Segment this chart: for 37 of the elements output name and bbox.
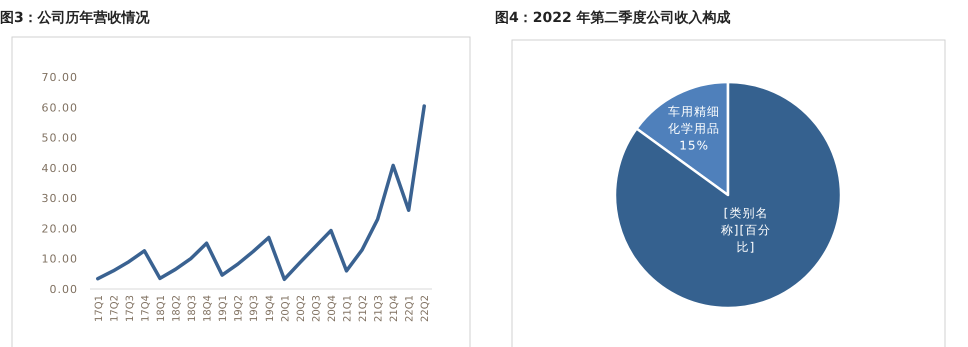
x-tick-label: 22Q2 — [420, 295, 432, 322]
y-tick-label: 70.00 — [42, 71, 78, 84]
x-tick-label: 19Q4 — [264, 295, 276, 322]
x-tick-label: 20Q1 — [280, 295, 292, 322]
y-tick-label: 0.00 — [50, 283, 78, 296]
x-tick-label: 21Q4 — [389, 295, 400, 322]
line-series — [96, 104, 426, 282]
chart-title: 图4：2022 年第二季度公司收入构成 — [495, 9, 731, 26]
x-tick-label: 19Q2 — [234, 295, 245, 322]
y-tick-label: 10.00 — [42, 252, 78, 266]
x-tick-label: 19Q1 — [218, 295, 230, 322]
x-tick-label: 17Q1 — [94, 295, 105, 322]
x-tick-label: 21Q1 — [342, 295, 354, 322]
x-tick-label: 17Q4 — [140, 295, 152, 322]
x-tick-label: 21Q3 — [374, 295, 385, 322]
x-tick-label: 20Q3 — [311, 295, 322, 322]
x-tick-label: 18Q4 — [202, 295, 214, 322]
x-tick-label: 20Q2 — [296, 295, 307, 322]
y-tick-label: 50.00 — [42, 132, 78, 145]
x-tick-label: 17Q2 — [109, 295, 120, 322]
pie-slice — [614, 80, 842, 310]
x-tick-label: 20Q4 — [326, 295, 338, 322]
x-tick-label: 22Q1 — [404, 295, 416, 322]
x-tick-label: 18Q2 — [172, 295, 182, 322]
slice-label: [类别名称][百分比] — [720, 206, 772, 254]
x-tick-label: 18Q1 — [156, 295, 167, 322]
data-label: 15% — [679, 138, 709, 153]
y-tick-label: 20.00 — [42, 222, 78, 236]
y-tick-label: 40.00 — [42, 162, 78, 175]
y-tick-label: 60.00 — [42, 101, 78, 114]
x-tick-label: 19Q3 — [249, 295, 260, 322]
x-tick-label: 18Q3 — [187, 295, 198, 322]
slice-label: 车用精细化学用品 — [668, 104, 720, 136]
y-tick-label: 30.00 — [42, 192, 78, 206]
x-tick-label: 21Q2 — [358, 295, 370, 322]
chart-title: 图3：公司历年营收情况 — [0, 10, 151, 26]
x-tick-label: 17Q3 — [124, 295, 136, 322]
